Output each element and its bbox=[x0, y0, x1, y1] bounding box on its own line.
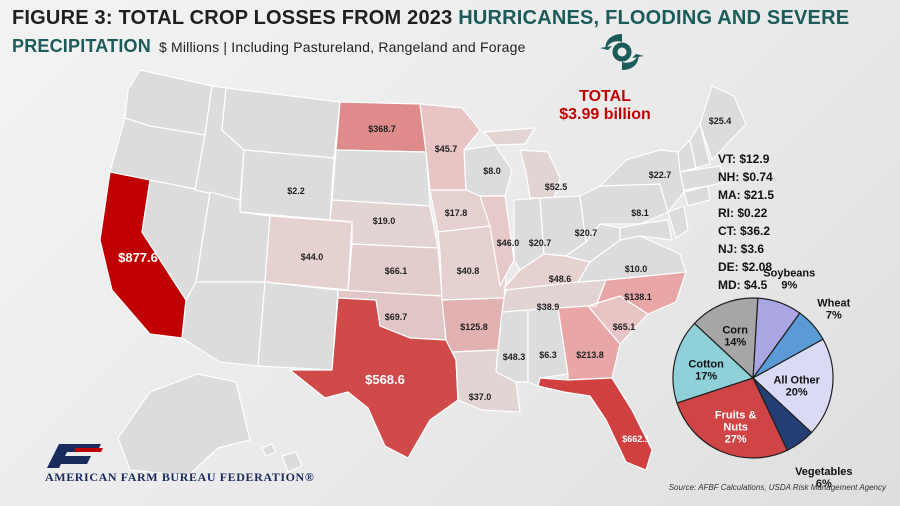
ne-item: MA: $21.5 bbox=[718, 188, 775, 202]
label-mo: $40.8 bbox=[457, 266, 480, 276]
state-sd bbox=[331, 149, 431, 207]
label-ok: $69.7 bbox=[385, 312, 408, 322]
label-pa: $8.1 bbox=[631, 208, 649, 218]
figure-title: FIGURE 3: TOTAL CROP LOSSES FROM 2023 HU… bbox=[12, 7, 849, 30]
label-ny: $22.7 bbox=[649, 170, 672, 180]
label-va: $10.0 bbox=[625, 264, 648, 274]
label-fl: $662.1 bbox=[622, 434, 650, 444]
label-ne: $19.0 bbox=[373, 216, 396, 226]
label-tx: $568.6 bbox=[365, 372, 405, 387]
ne-item: RI: $0.22 bbox=[718, 206, 768, 220]
label-nc: $138.1 bbox=[624, 292, 652, 302]
state-ma bbox=[679, 165, 727, 191]
afbf-logo bbox=[47, 444, 103, 468]
label-me: $25.4 bbox=[709, 116, 732, 126]
ne-item: NJ: $3.6 bbox=[718, 242, 765, 256]
label-ia: $17.8 bbox=[445, 208, 468, 218]
state-nm bbox=[257, 281, 339, 371]
label-il: $46.0 bbox=[497, 238, 520, 248]
label-co: $44.0 bbox=[301, 252, 324, 262]
northeast-values-list: VT: $12.9 NH: $0.74 MA: $21.5 RI: $0.22 … bbox=[718, 150, 774, 294]
label-ar: $125.8 bbox=[460, 322, 488, 332]
ne-item: VT: $12.9 bbox=[718, 152, 770, 166]
state-nj bbox=[667, 205, 689, 239]
label-ks: $66.1 bbox=[385, 266, 408, 276]
label-tn: $38.9 bbox=[537, 302, 560, 312]
afbf-logo-text: AMERICAN FARM BUREAU FEDERATION® bbox=[45, 470, 315, 484]
label-wy: $2.2 bbox=[287, 186, 305, 196]
state-ak bbox=[117, 373, 251, 477]
ne-item: CT: $36.2 bbox=[718, 224, 771, 238]
label-nd: $368.7 bbox=[368, 124, 396, 134]
label-la: $37.0 bbox=[469, 392, 492, 402]
total-label: TOTAL bbox=[579, 88, 631, 105]
subtitle: $ Millions | Including Pastureland, Rang… bbox=[158, 39, 526, 55]
label-ky: $48.6 bbox=[549, 274, 572, 284]
label-ca: $877.6 bbox=[118, 250, 158, 265]
state-az bbox=[181, 281, 266, 367]
state-ct bbox=[683, 185, 711, 207]
total-callout: TOTAL $3.99 billion bbox=[550, 88, 660, 124]
label-mn: $45.7 bbox=[435, 144, 458, 154]
source-note: Source: AFBF Calculations, USDA Risk Man… bbox=[668, 483, 886, 492]
total-value: $3.99 billion bbox=[559, 106, 651, 123]
label-wi: $8.0 bbox=[483, 166, 501, 176]
state-fl bbox=[537, 377, 653, 471]
title-highlight-2: PRECIPITATION bbox=[12, 36, 151, 56]
title-highlight-1: HURRICANES, FLOODING AND SEVERE bbox=[458, 7, 850, 29]
hurricane-icon bbox=[600, 34, 644, 70]
label-oh: $20.7 bbox=[575, 228, 598, 238]
state-nh bbox=[689, 123, 711, 169]
label-in: $20.7 bbox=[529, 238, 552, 248]
ne-item: NH: $0.74 bbox=[718, 170, 773, 184]
label-sc: $65.1 bbox=[613, 322, 636, 332]
state-me bbox=[699, 85, 747, 161]
state-tx bbox=[289, 297, 459, 459]
ne-item: DE: $2.08 bbox=[718, 260, 773, 274]
ne-item: MD: $4.5 bbox=[718, 278, 768, 292]
figure-title-line-2: PRECIPITATION $ Millions | Including Past… bbox=[12, 36, 526, 57]
label-ga: $213.8 bbox=[576, 350, 604, 360]
state-ms bbox=[495, 309, 529, 383]
title-prefix: FIGURE 3: TOTAL CROP LOSSES FROM 2023 bbox=[12, 7, 459, 29]
state-wy bbox=[239, 149, 335, 221]
label-mi: $52.5 bbox=[545, 182, 568, 192]
state-hi bbox=[261, 443, 303, 473]
state-il bbox=[479, 195, 515, 287]
state-md bbox=[619, 219, 673, 241]
label-al: $6.3 bbox=[539, 350, 557, 360]
label-ms: $48.3 bbox=[503, 352, 526, 362]
